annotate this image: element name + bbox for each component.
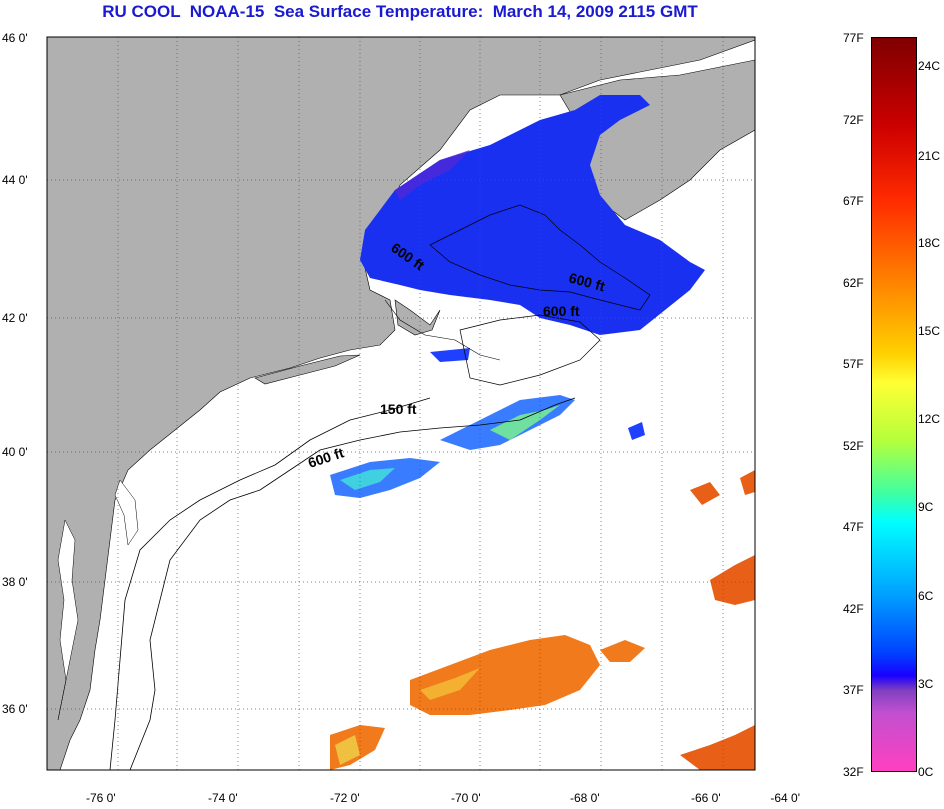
land-us-mainland [47, 37, 755, 770]
lat-label-40: 40 0' [2, 445, 28, 459]
colorbar-c-24: 24C [918, 59, 941, 73]
lon-label-74: -74 0' [208, 791, 238, 805]
contour-cape-cod-shelf [384, 299, 501, 361]
colorbar-c-3: 3C [918, 677, 934, 691]
map-frame [46, 36, 756, 771]
lat-label-46: 46 0' [2, 31, 28, 45]
map-title: RU COOL NOAA-15 Sea Surface Temperature:… [102, 2, 698, 21]
colorbar-f-32: 32F [843, 765, 864, 779]
colorbar-f-57: 57F [843, 357, 864, 371]
contour-600ft-gulf-of-maine [429, 204, 651, 311]
sst-gulf-stream-1 [410, 635, 600, 715]
sst-gulf-stream-4 [690, 482, 720, 505]
sst-ne-channel [430, 348, 470, 362]
lon-label-68: -68 0' [570, 791, 600, 805]
latitude-labels: 46 0' 44 0' 42 0' 40 0' 38 0' 36 0' [2, 31, 28, 716]
chesapeake-bay [57, 519, 79, 721]
sst-gulf-stream-3 [710, 555, 755, 605]
lat-label-38: 38 0' [2, 575, 28, 589]
contour-600ft-offshore [129, 397, 576, 770]
contour-georges-bank [459, 314, 601, 386]
delaware-bay [114, 479, 139, 546]
colorbar-f-67: 67F [843, 194, 864, 208]
lon-label-70: -70 0' [451, 791, 481, 805]
sst-georges-patch [628, 422, 645, 440]
colorbar-c-6: 6C [918, 589, 934, 603]
colorbar-c-18: 18C [918, 236, 941, 250]
land-cape-cod [394, 299, 441, 336]
contour-150ft [109, 397, 431, 770]
sst-gulf-stream-5 [740, 470, 755, 495]
sst-gulf-stream-7 [600, 640, 645, 662]
sst-gulf-stream-1-yellow [420, 668, 480, 700]
lon-label-66: -66 0' [691, 791, 721, 805]
colorbar-c-9: 9C [918, 500, 934, 514]
colorbar-c-12: 12C [918, 412, 941, 426]
lon-label-72: -72 0' [330, 791, 360, 805]
sst-gulf-stream-2-yellow [335, 735, 360, 765]
colorbar-f-72: 72F [843, 113, 864, 127]
lat-label-36: 36 0' [2, 702, 28, 716]
colorbar-f-47: 47F [843, 520, 864, 534]
sst-shelf-streak-green [490, 405, 560, 440]
temperature-colorbar [871, 37, 917, 772]
longitude-labels: -76 0' -74 0' -72 0' -70 0' -68 0' -66 0… [86, 791, 800, 805]
contour-label-georges: 600 ft [543, 303, 580, 319]
colorbar-c-15: 15C [918, 324, 941, 338]
sst-south-patch-cyan [340, 468, 395, 490]
lon-label-76: -76 0' [86, 791, 116, 805]
colorbar-c-21: 21C [918, 149, 941, 163]
sst-gulf-stream-6 [680, 725, 755, 770]
colorbar-c-0: 0C [918, 765, 934, 779]
colorbar-f-42: 42F [843, 602, 864, 616]
sst-gulf-of-maine-purple-edge [395, 150, 470, 200]
contour-label-150ft: 150 ft [380, 401, 417, 417]
lat-label-44: 44 0' [2, 173, 28, 187]
colorbar-f-62: 62F [843, 276, 864, 290]
lat-label-42: 42 0' [2, 311, 28, 325]
land-long-island [254, 354, 361, 385]
colorbar-f-77: 77F [843, 31, 864, 45]
colorbar-f-52: 52F [843, 439, 864, 453]
colorbar-f-37: 37F [843, 683, 864, 697]
lon-label-64: -64 0' [770, 791, 800, 805]
sst-gulf-of-maine [360, 95, 705, 335]
